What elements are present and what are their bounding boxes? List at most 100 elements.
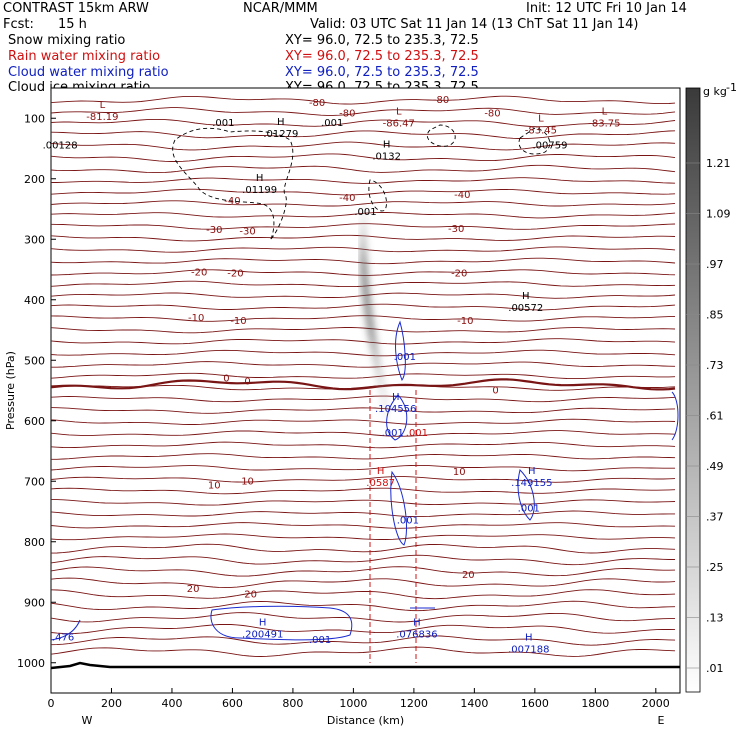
isotherm-label: 20	[462, 570, 475, 581]
axes: 0 200 400 600 800 1000 1200 1400 1600 1800 2000100…	[4, 112, 670, 727]
snow-plume	[360, 195, 389, 425]
colorbar-unit-exponent: -1	[726, 81, 737, 94]
colorbar-level-label: 1.09	[706, 208, 731, 221]
isotherm-line	[50, 303, 676, 311]
isotherm-line	[50, 153, 676, 162]
y-tick-label: 900	[24, 596, 45, 609]
isotherm-line	[50, 418, 676, 425]
high-marker: H	[522, 291, 530, 302]
y-tick-label: 700	[24, 475, 45, 488]
y-tick-label: 600	[24, 415, 45, 428]
y-axis-title: Pressure (hPa)	[4, 351, 17, 430]
marker-value: -83.45	[525, 126, 557, 137]
isotherm-label: -40	[224, 196, 240, 207]
cloud-ice-contour	[172, 127, 294, 241]
colorbar: 1.21 1.09 .97 .85 .73 .61 .49 .37 .25 .13 .01 g kg -…	[685, 81, 737, 693]
colorbar-scale	[685, 87, 701, 693]
mixing-ratio-contours	[50, 124, 679, 663]
x-tick-label: 800	[282, 697, 303, 710]
isotherm-line	[50, 441, 676, 449]
marker-value: -86.47	[383, 118, 415, 129]
cloud-ice-contour	[368, 179, 387, 212]
contour-value-label: .476	[52, 632, 74, 643]
contour-value-label: .001	[406, 428, 428, 439]
x-tick-label: 1000	[339, 697, 367, 710]
isotherm-line	[50, 464, 675, 472]
contour-value-label: .001	[321, 118, 343, 129]
isotherm-line	[50, 292, 676, 299]
colorbar-level-label: .97	[706, 258, 724, 271]
isotherm-line	[50, 430, 676, 437]
high-marker: H	[392, 392, 400, 403]
isotherm-label: -10	[230, 316, 246, 327]
isotherm-label: -20	[227, 269, 243, 280]
isotherm-line	[51, 361, 676, 368]
contour-value-label: .00128	[43, 140, 78, 151]
isotherm-line	[50, 107, 676, 116]
high-marker: H	[377, 466, 385, 477]
x-tick-label: 2000	[642, 697, 670, 710]
plot-frame	[50, 87, 681, 694]
colorbar-unit: g kg	[703, 85, 727, 98]
high-marker: H	[383, 140, 391, 151]
isotherm-line	[50, 118, 676, 128]
isotherm-label: 10	[241, 476, 254, 487]
marker-value: .00572	[508, 303, 543, 314]
cloud-ice-contour	[427, 124, 456, 147]
colorbar-level-label: .37	[706, 511, 724, 524]
contour-value-label: .001	[354, 207, 376, 218]
isotherm-line	[51, 177, 676, 184]
isotherm-line	[50, 476, 676, 483]
isotherm-line	[50, 543, 676, 554]
isotherm-line	[50, 577, 676, 589]
low-marker: L	[602, 106, 608, 117]
isotherm-label: -80	[433, 95, 449, 106]
isotherm-line	[50, 188, 676, 196]
marker-value: .01199	[242, 185, 277, 196]
x-tick-label: 0	[48, 697, 55, 710]
isotherm-label: -30	[206, 225, 222, 236]
agency-label: NCAR/MMM	[243, 1, 318, 16]
isotherm-line	[50, 589, 676, 600]
isotherm-line	[50, 372, 676, 380]
y-tick-label: 200	[24, 173, 45, 186]
isotherm-label: 0	[223, 373, 229, 384]
isotherm-line	[50, 212, 676, 219]
colorbar-level-label: .61	[706, 410, 724, 423]
low-marker: L	[100, 100, 106, 111]
isotherm-label: -20	[451, 269, 467, 280]
isotherm-label: 10	[208, 480, 221, 491]
y-tick-label: 300	[24, 233, 45, 246]
isotherm-line	[50, 612, 675, 623]
contour-value-label: .001	[382, 428, 404, 439]
marker-value: .0587	[366, 478, 395, 489]
y-tick-label: 400	[24, 294, 45, 307]
y-tick-label: 100	[24, 112, 45, 125]
isotherm-line	[50, 95, 676, 105]
snow-plume-shading	[360, 195, 389, 425]
isotherm-line	[51, 499, 676, 506]
high-marker: H	[525, 633, 533, 644]
high-marker: H	[259, 617, 267, 628]
marker-value: .0132	[372, 152, 401, 163]
isotherm-label: -80	[309, 98, 325, 109]
y-tick-label: 500	[24, 354, 45, 367]
isotherm-line	[50, 200, 676, 207]
isotherm-line	[50, 141, 676, 151]
forecast-label: Fcst:	[3, 17, 34, 32]
marker-value: -83.75	[588, 118, 620, 129]
marker-value: .007188	[508, 645, 549, 656]
colorbar-level-label: .85	[706, 309, 724, 322]
isotherm-label: 10	[453, 467, 466, 478]
isotherm-label: 0	[492, 386, 498, 397]
isotherm-line	[50, 600, 676, 612]
cloud-ice-contour	[518, 127, 551, 155]
forecast-hour: 15 h	[58, 17, 87, 32]
x-tick-label: 1200	[400, 697, 428, 710]
field-snow-name: Snow mixing ratio	[8, 33, 126, 48]
isotherm-line	[50, 566, 676, 577]
east-end-label: E	[658, 714, 665, 727]
colorbar-level-label: .49	[706, 460, 724, 473]
isotherm-line	[50, 487, 676, 495]
x-tick-label: 200	[101, 697, 122, 710]
